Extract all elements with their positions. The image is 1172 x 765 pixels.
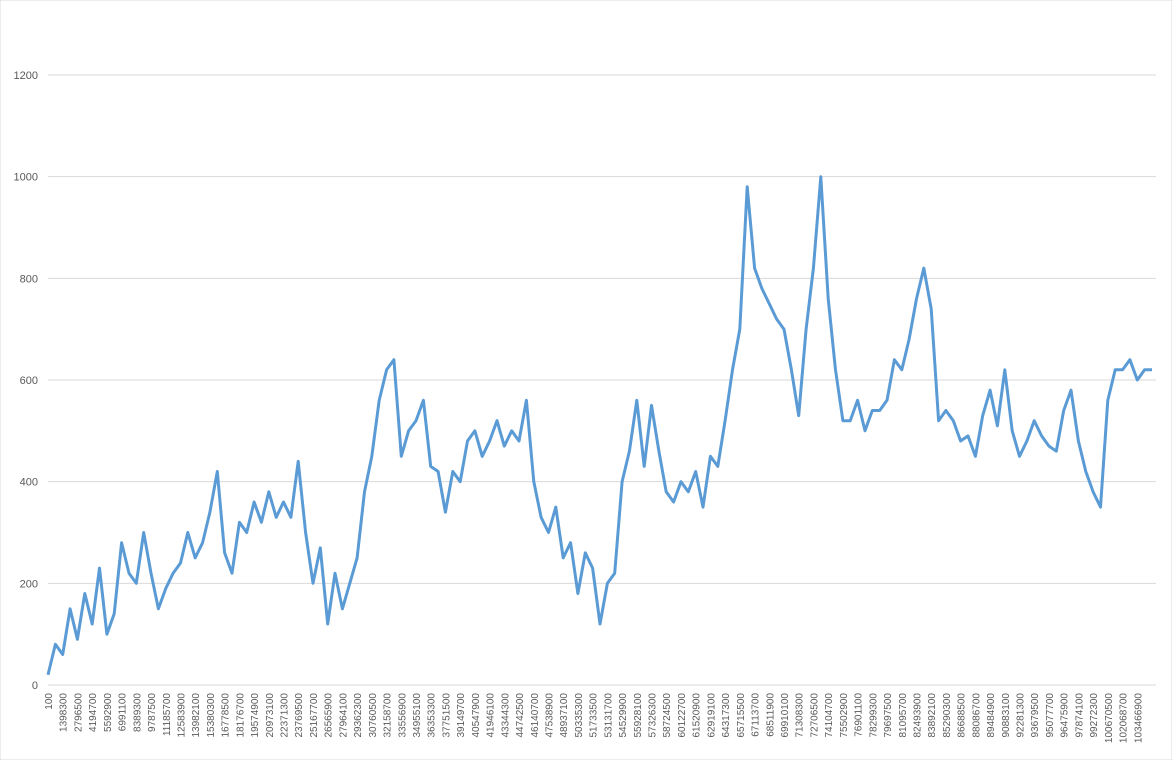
x-tick-label: 57326300 bbox=[648, 693, 659, 738]
x-tick-label: 89484900 bbox=[986, 693, 997, 738]
y-tick-label: 400 bbox=[20, 477, 38, 489]
x-tick-label: 19574900 bbox=[250, 693, 261, 738]
x-tick-label: 100670500 bbox=[1104, 693, 1115, 743]
x-tick-label: 12583900 bbox=[176, 693, 187, 738]
x-tick-label: 41946100 bbox=[486, 693, 497, 738]
x-tick-label: 4194700 bbox=[88, 693, 99, 732]
x-tick-label: 29362300 bbox=[353, 693, 364, 738]
x-tick-label: 69910100 bbox=[780, 693, 791, 738]
x-tick-label: 79697500 bbox=[883, 693, 894, 738]
x-tick-label: 92281300 bbox=[1016, 693, 1027, 738]
x-tick-label: 48937100 bbox=[559, 693, 570, 738]
x-tick-label: 26565900 bbox=[324, 693, 335, 738]
x-tick-label: 43344300 bbox=[500, 693, 511, 738]
x-tick-label: 50335300 bbox=[574, 693, 585, 738]
line-series bbox=[46, 175, 1152, 676]
x-tick-label: 39149700 bbox=[456, 693, 467, 738]
y-tick-label: 600 bbox=[20, 375, 38, 387]
x-tick-label: 99272300 bbox=[1089, 693, 1100, 738]
x-tick-label: 62919100 bbox=[706, 693, 717, 738]
x-tick-label: 40547900 bbox=[471, 693, 482, 738]
x-tick-label: 22371300 bbox=[280, 693, 291, 738]
x-tick-label: 75502900 bbox=[839, 693, 850, 738]
x-tick-label: 68511900 bbox=[765, 693, 776, 737]
x-tick-label: 58724500 bbox=[662, 693, 673, 738]
x-tick-label: 54529900 bbox=[618, 693, 629, 738]
x-tick-label: 27964100 bbox=[338, 693, 349, 738]
x-tick-label: 53131700 bbox=[603, 693, 614, 738]
x-tick-label: 78299300 bbox=[868, 693, 879, 738]
x-tick-label: 15380300 bbox=[206, 693, 217, 738]
y-tick-label: 200 bbox=[20, 578, 38, 590]
x-tick-label: 85290300 bbox=[942, 693, 953, 738]
x-tick-label: 81095700 bbox=[898, 693, 909, 738]
x-tick-label: 46140700 bbox=[530, 693, 541, 738]
x-tick-label: 23769500 bbox=[294, 693, 305, 738]
x-tick-label: 88086700 bbox=[971, 693, 982, 738]
x-tick-label: 61520900 bbox=[692, 693, 703, 738]
x-tick-label: 47538900 bbox=[544, 693, 555, 738]
x-tick-label: 9787500 bbox=[147, 693, 158, 732]
x-tick-label: 90883100 bbox=[1001, 693, 1012, 738]
x-tick-label: 65715500 bbox=[736, 693, 747, 738]
x-tick-label: 82493900 bbox=[912, 693, 923, 738]
x-tick-label: 6991100 bbox=[118, 693, 129, 732]
x-tick-label: 71308300 bbox=[795, 693, 806, 738]
x-tick-label: 8389300 bbox=[132, 693, 143, 732]
y-tick-label: 1200 bbox=[14, 70, 38, 82]
x-tick-label: 37751500 bbox=[441, 693, 452, 738]
x-tick-label: 67113700 bbox=[751, 693, 762, 737]
x-tick-label: 2796500 bbox=[73, 693, 84, 732]
x-tick-label: 103466900 bbox=[1133, 693, 1144, 743]
x-tick-label: 32158700 bbox=[383, 693, 394, 738]
y-tick-label: 0 bbox=[32, 680, 38, 692]
x-tick-label: 1398300 bbox=[59, 693, 70, 732]
x-tick-label: 64317300 bbox=[721, 693, 732, 738]
x-tick-label: 36353300 bbox=[427, 693, 438, 738]
x-tick-label: 74104700 bbox=[824, 693, 835, 738]
x-tick-label: 93679500 bbox=[1030, 693, 1041, 738]
x-tick-label: 18176700 bbox=[235, 693, 246, 738]
y-tick-label: 800 bbox=[20, 273, 38, 285]
x-tick-label: 55928100 bbox=[633, 693, 644, 738]
x-tick-label: 5592900 bbox=[103, 693, 114, 732]
y-tick-label: 1000 bbox=[14, 172, 38, 184]
x-tick-label: 44742500 bbox=[515, 693, 526, 738]
x-tick-label: 97874100 bbox=[1074, 693, 1085, 738]
x-tick-label: 102068700 bbox=[1119, 693, 1130, 743]
x-tick-label: 96475900 bbox=[1060, 693, 1071, 738]
x-tick-label: 34955100 bbox=[412, 693, 423, 738]
x-tick-label: 30760500 bbox=[368, 693, 379, 738]
x-tick-label: 72706500 bbox=[809, 693, 820, 738]
x-tick-label: 25167700 bbox=[309, 693, 320, 738]
x-tick-label: 100 bbox=[44, 693, 55, 710]
x-tick-label: 83892100 bbox=[927, 693, 938, 738]
x-tick-label: 51733500 bbox=[589, 693, 600, 738]
x-tick-label: 33556900 bbox=[397, 693, 408, 738]
x-tick-label: 13982100 bbox=[191, 693, 202, 738]
x-tick-label: 60122700 bbox=[677, 693, 688, 738]
x-tick-label: 76901100 bbox=[854, 693, 865, 737]
x-tick-label: 20973100 bbox=[265, 693, 276, 738]
x-tick-label: 95077700 bbox=[1045, 693, 1056, 738]
x-tick-label: 86688500 bbox=[957, 693, 968, 738]
x-tick-label: 16778500 bbox=[221, 693, 232, 738]
x-tick-label: 11185700 bbox=[162, 693, 173, 736]
